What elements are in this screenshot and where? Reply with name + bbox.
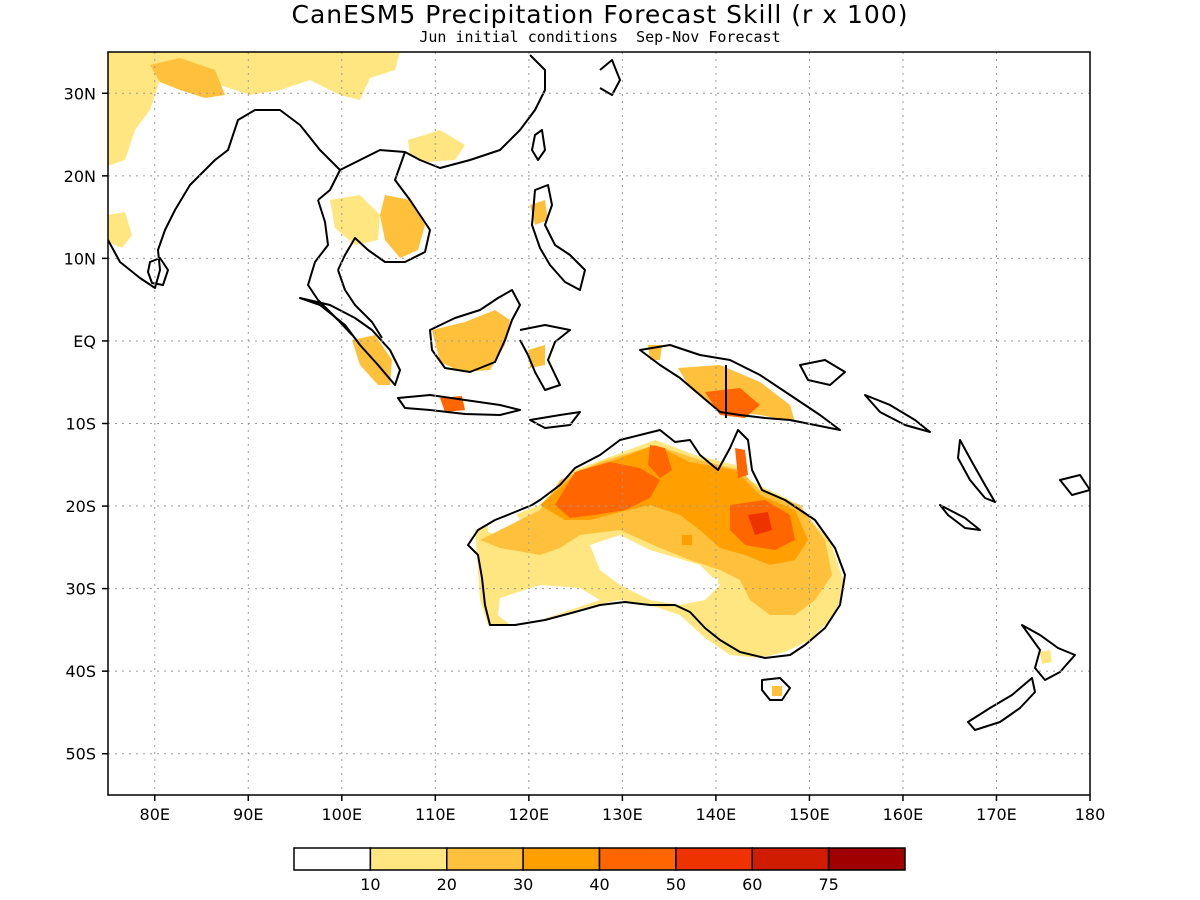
grid (108, 52, 1091, 795)
colorbar-label: 30 (513, 875, 533, 894)
colorbar-swatch (598, 847, 677, 871)
lon-tick-label: 120E (509, 805, 550, 824)
colorbar-label: 20 (437, 875, 457, 894)
colorbar-label: 40 (589, 875, 609, 894)
coastline-borneo (429, 289, 521, 373)
colorbar-swatch (675, 847, 753, 871)
coastline-nz-north (1021, 624, 1076, 681)
lon-tick-label: 100E (321, 805, 362, 824)
coastline-vietnam (337, 151, 431, 271)
coastlines (108, 54, 1090, 731)
coastline-philippines (531, 184, 586, 291)
coastline-timor (529, 411, 581, 429)
lat-tick-label: 30S (65, 580, 96, 599)
coastline-vanuatu (957, 439, 996, 503)
coastline-sulawesi (519, 324, 571, 391)
coastline-nz-south (967, 677, 1036, 731)
skill-region-australia-red-nw (555, 462, 660, 518)
skill-region-australia-white-c (590, 535, 720, 605)
lat-tick-label: 40S (65, 662, 96, 681)
skill-region-borneo (432, 310, 510, 372)
lat-tick-label: 20N (64, 167, 96, 186)
colorbar-swatch (522, 847, 601, 871)
skill-region-australia-pocket (682, 535, 692, 545)
coastline-new-caledonia (939, 504, 981, 531)
coastline-new-britain (799, 359, 846, 386)
skill-shading (108, 52, 1052, 696)
coastline-solomons (864, 394, 931, 433)
skill-region-indochina (380, 195, 425, 258)
lon-tick-label: 160E (883, 805, 924, 824)
skill-region-australia-red-yorke (735, 448, 748, 478)
coastline-korea (599, 59, 621, 96)
coastline-india (108, 109, 341, 289)
lon-tick-label: 140E (696, 805, 737, 824)
lon-tick-label: 150E (789, 805, 830, 824)
lat-tick-label: 50S (65, 745, 96, 764)
coastline-java (397, 394, 521, 416)
lat-tick-label: 10N (64, 249, 96, 268)
coastline-tasmania (761, 677, 791, 701)
skill-region-australia-red-e-core (748, 512, 772, 535)
coastline-sri-lanka (147, 257, 169, 286)
colorbar-label: 75 (818, 875, 838, 894)
coastline-indochina (339, 54, 546, 171)
skill-region-himalaya (150, 58, 225, 98)
skill-region-australia-white-sw (498, 585, 600, 625)
chart-subtitle: Jun initial conditions Sep-Nov Forecast (419, 28, 781, 46)
lat-tick-label: 10S (65, 415, 96, 434)
colorbar-swatch (751, 847, 830, 871)
lon-tick-label: 80E (140, 805, 170, 824)
colorbar-label: 50 (666, 875, 686, 894)
coastline-new-guinea (639, 344, 841, 431)
longitude-axis: 80E 90E 100E 110E 120E 130E 140E 150E 160E 170E 18… (140, 795, 1106, 824)
colorbar-swatch (446, 847, 524, 871)
colorbar-swatch (827, 847, 906, 871)
colorbar-swatch (369, 847, 448, 871)
lon-tick-label: 170E (976, 805, 1017, 824)
skill-region-tasmania (772, 686, 782, 696)
skill-region-australia-red-n (648, 445, 672, 478)
colorbar-label: 60 (742, 875, 762, 894)
lon-tick-label: 110E (415, 805, 456, 824)
lon-tick-label: 180 (1075, 805, 1106, 824)
skill-region-australia-white-dot (712, 578, 718, 584)
lat-tick-label: 30N (64, 84, 96, 103)
coastline-taiwan (531, 129, 546, 161)
skill-region-burma (330, 195, 380, 245)
skill-region-india-south (108, 212, 132, 248)
coastline-australia (467, 429, 846, 659)
skill-region-sulawesi (528, 345, 545, 368)
skill-region-china (408, 130, 465, 162)
colorbar: 10 20 30 40 50 60 75 (293, 847, 906, 894)
coastline-sumatra (299, 297, 401, 386)
lat-tick-label: 20S (65, 497, 96, 516)
latitude-axis: 30N 20N 10N EQ 10S 20S 30S 40S 50S (64, 84, 108, 764)
chart-title: CanESM5 Precipitation Forecast Skill (r … (291, 0, 909, 29)
lat-tick-label: EQ (73, 332, 96, 351)
lon-tick-label: 130E (602, 805, 643, 824)
lon-tick-label: 90E (233, 805, 263, 824)
coastline-fiji (1059, 474, 1090, 496)
colorbar-swatch (293, 847, 372, 871)
skill-region-india (108, 52, 400, 165)
colorbar-label: 10 (360, 875, 380, 894)
skill-region-new-zealand (1040, 650, 1052, 664)
coastline-malay (337, 269, 383, 339)
